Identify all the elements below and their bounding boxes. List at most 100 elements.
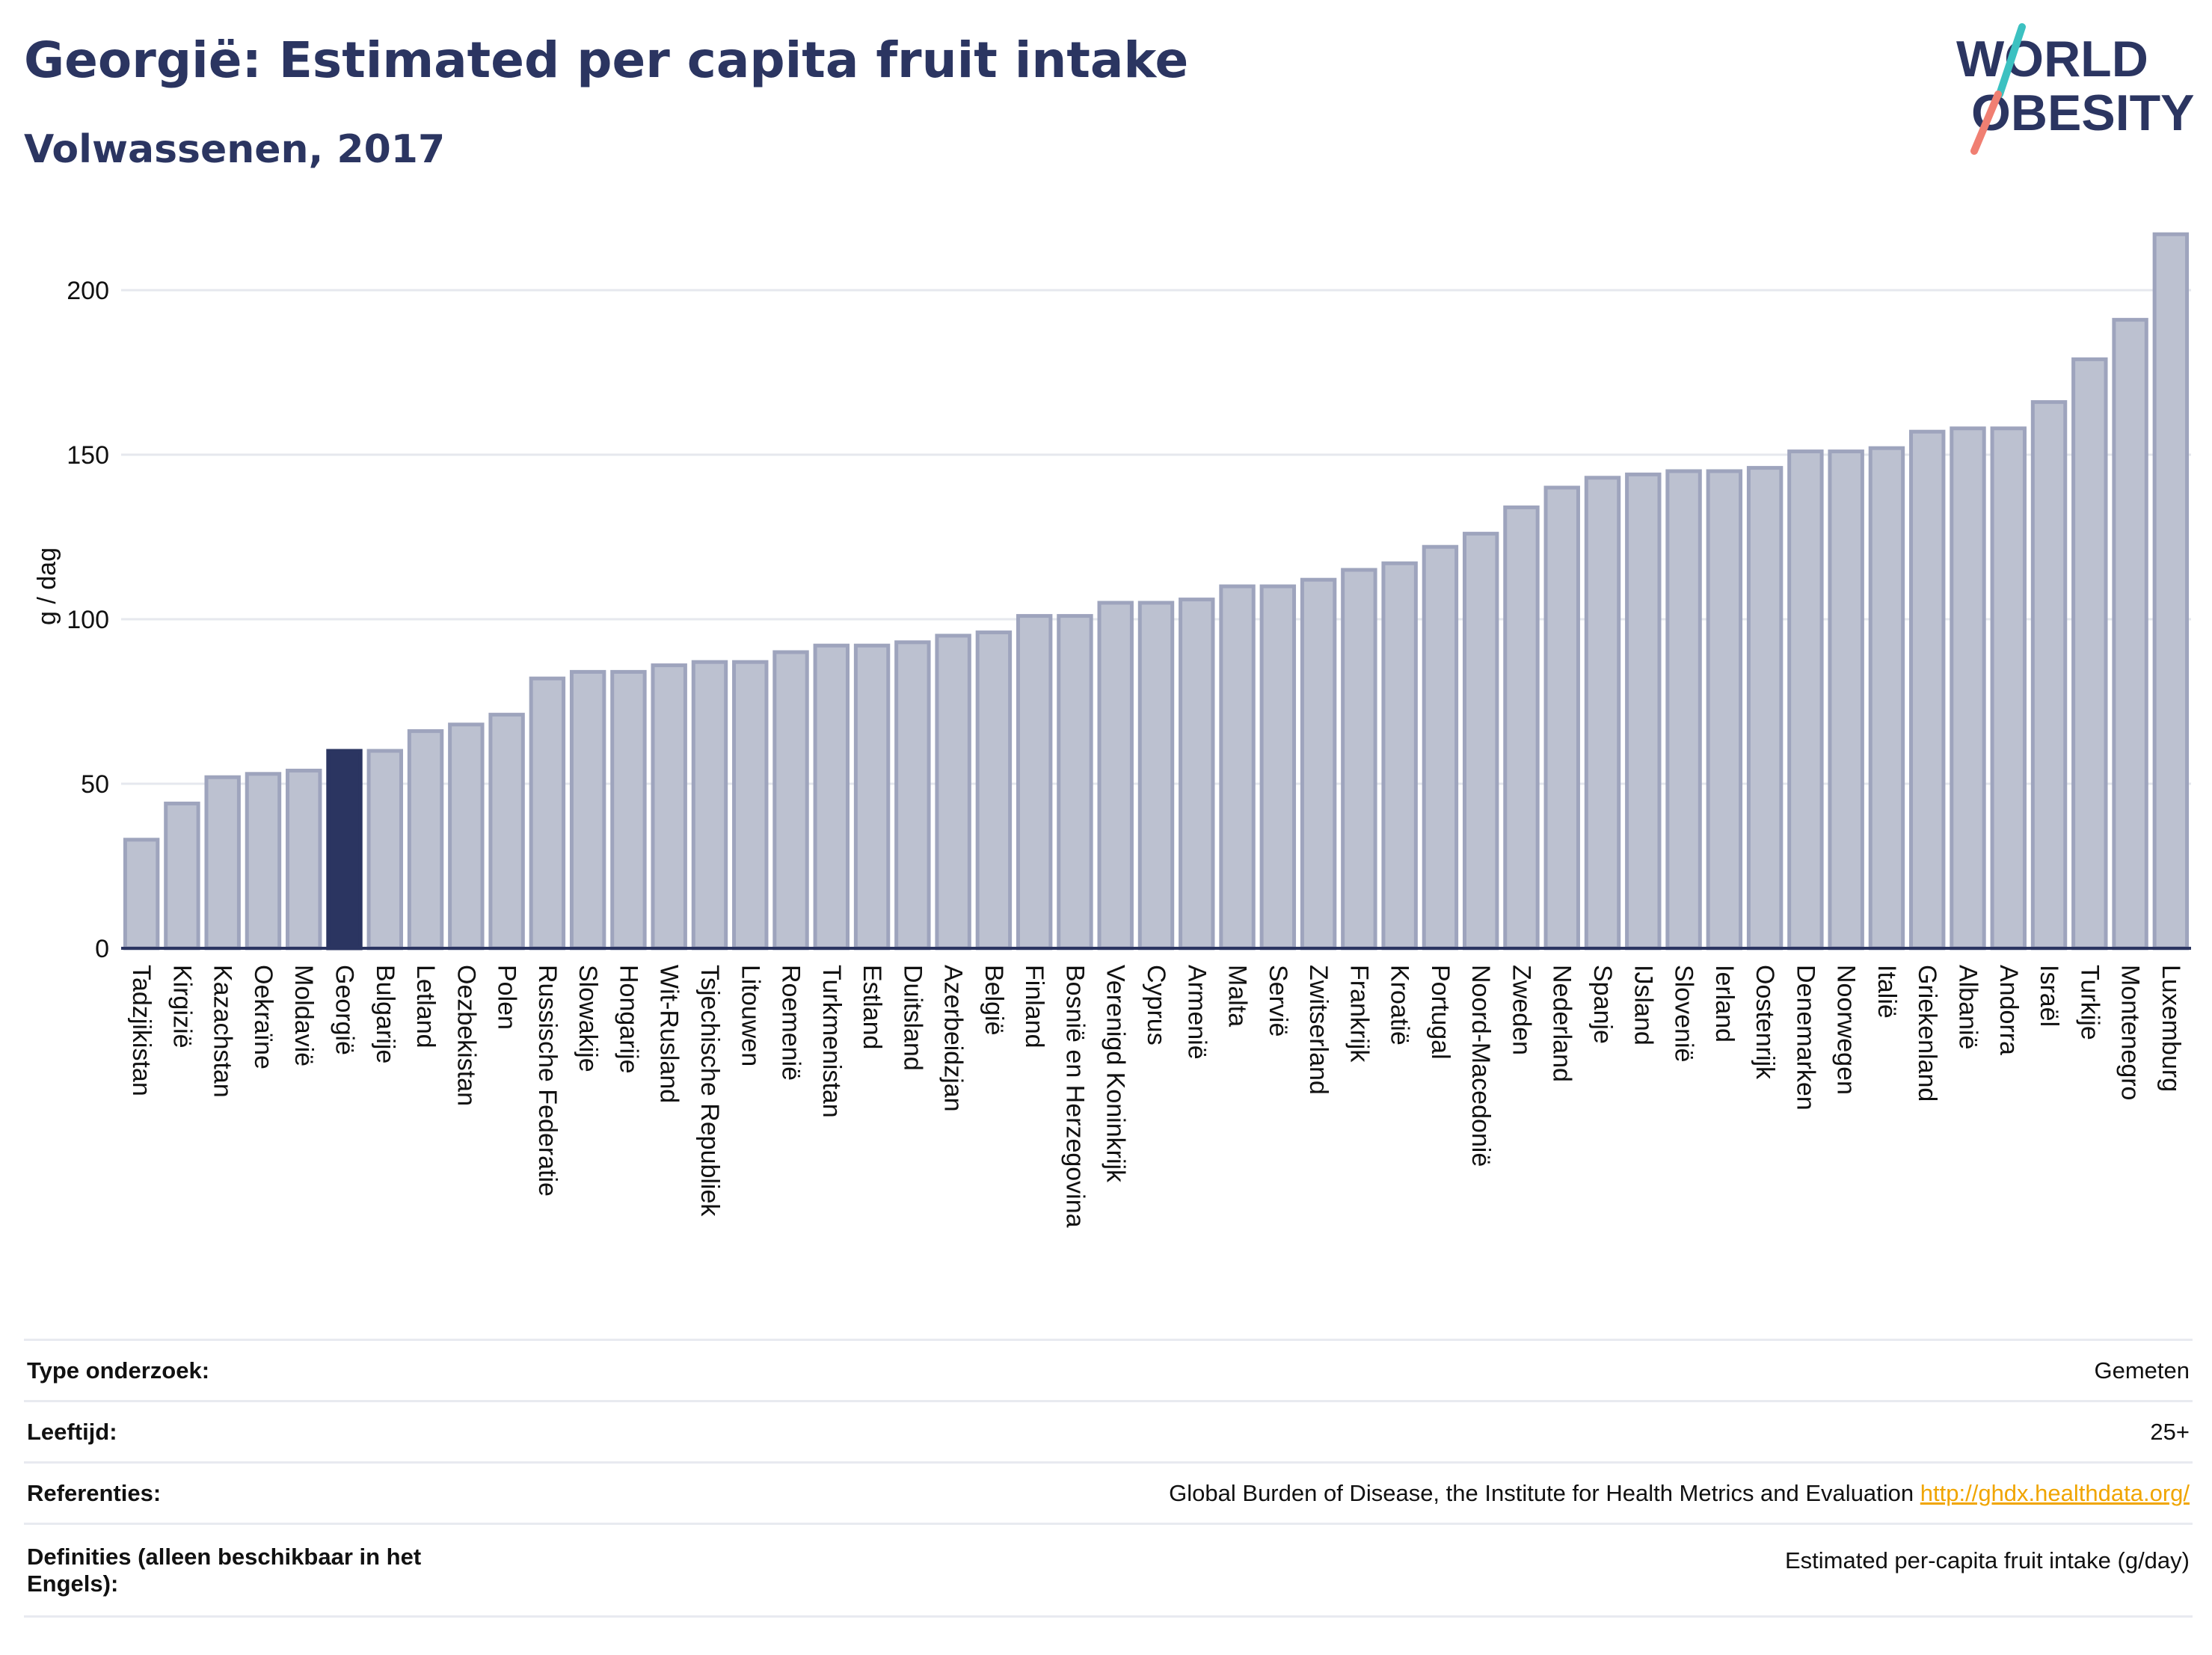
bar-polen[interactable] [488,713,525,951]
bar-litouwen[interactable] [732,660,769,951]
x-tick-label: België [980,965,1008,1036]
bar-andorra[interactable] [1990,426,2027,951]
x-tick-label: Azerbeidzjan [939,965,968,1112]
x-tick-label: Frankrijk [1345,965,1373,1063]
bar-zweden[interactable] [1503,505,1540,951]
bar-tadzjikistan[interactable] [123,838,160,951]
bar-oekra-ne[interactable] [245,772,282,951]
bar-turkmenistan[interactable] [813,643,850,951]
bar-kirgizi-[interactable] [164,801,200,951]
bar-cyprus[interactable] [1137,601,1175,951]
y-axis-label: g / dag [33,547,61,625]
chart-subtitle: Volwassenen, 2017 [24,127,446,172]
bars [123,232,2190,951]
bar-moldavi-[interactable] [286,768,322,951]
x-tick-label: Portugal [1426,965,1454,1060]
bar-belgi-[interactable] [975,630,1013,951]
logo-coral-slash [1970,90,2002,155]
x-tick-label: Bosnië en Herzegovina [1060,965,1089,1228]
x-tick-label: Tsjechische Republiek [695,965,724,1217]
bar-russische-federatie[interactable] [529,676,566,951]
x-tick-label: Duitsland [898,965,927,1071]
bar-estland[interactable] [853,643,891,951]
bar-slowakije[interactable] [569,669,606,951]
bar-itali-[interactable] [1868,446,1905,951]
x-tick-label: Polen [493,965,521,1030]
bar-malta[interactable] [1219,584,1256,951]
bar-noorwegen[interactable] [1828,449,1864,951]
x-tick-label: Oezbekistan [452,965,480,1106]
bar-bosni-en-herzegovina[interactable] [1057,614,1093,951]
x-tick-label: Luxemburg [2157,965,2185,1092]
bar-tsjechische-republiek[interactable] [691,660,728,951]
logo-word-obesity: OBESITY [1971,85,2195,141]
bar-georgi-[interactable] [326,749,363,951]
x-tick-label: Ierland [1710,965,1739,1043]
bar-griekenland[interactable] [1909,429,1946,951]
x-tick-label: Zwitserland [1304,965,1333,1095]
x-tick-label: Tadzjikistan [127,965,156,1096]
x-tick-label: Spanje [1588,965,1617,1044]
x-tick-label: Letland [411,965,440,1048]
reference-link[interactable]: http://ghdx.healthdata.org/ [1920,1479,2190,1506]
info-row-definitions: Definities (alleen beschikbaar in het En… [24,1523,2193,1618]
bar-zwitserland[interactable] [1300,577,1337,951]
x-tick-label: Hongarije [614,965,642,1074]
y-tick-label: 100 [67,606,109,634]
x-tick-label: Bulgarije [371,965,399,1063]
bar-servi-[interactable] [1259,584,1297,951]
bar-roemeni-[interactable] [772,650,809,951]
bar-portugal[interactable] [1422,544,1459,951]
bar-letland[interactable] [407,729,444,951]
info-label: Leeftijd: [24,1400,509,1463]
bar-hongarije[interactable] [610,669,647,951]
x-tick-label: Malta [1223,965,1252,1027]
x-tick-label: Oostenrijk [1751,965,1779,1080]
bar-nederland[interactable] [1543,485,1580,951]
bar-spanje[interactable] [1584,476,1621,951]
bar-ierland[interactable] [1706,469,1743,951]
info-value: Gemeten [509,1339,2193,1401]
bar-isra-l[interactable] [2030,400,2068,951]
bar-oostenrijk[interactable] [1746,466,1784,951]
x-tick-label: Kirgizië [168,965,196,1048]
x-tick-label: Slovenië [1670,965,1698,1062]
x-tick-label: Noord-Macedonië [1466,965,1495,1167]
bar-verenigd-koninkrijk[interactable] [1097,601,1134,951]
x-tick-label: Turkije [2075,965,2104,1040]
bar-wit-rusland[interactable] [651,663,687,951]
x-tick-label: Servië [1264,965,1292,1037]
bar-duitsland[interactable] [894,640,931,951]
x-tick-label: Turkmenistan [817,965,846,1118]
x-tick-label: Verenigd Koninkrijk [1102,965,1130,1183]
bar-bulgarije[interactable] [366,749,403,951]
x-tick-label: Denemarken [1791,965,1819,1111]
bar-frankrijk[interactable] [1341,568,1377,951]
y-tick-label: 0 [95,935,109,963]
x-tick-label: Nederland [1548,965,1576,1082]
x-tick-label: Roemenië [777,965,805,1081]
bar-chart: 0 50 100 150 200 Tadzjikistan Kirgizië Kazachst… [33,232,2191,1228]
bar-turkije[interactable] [2071,357,2108,951]
info-label: Definities (alleen beschikbaar in het En… [24,1523,509,1618]
bar-sloveni-[interactable] [1665,469,1702,951]
bar-albani-[interactable] [1950,426,1986,951]
x-tick-label: Armenië [1182,965,1211,1060]
bar-oezbekistan[interactable] [448,722,485,951]
y-tick-label: 150 [67,441,109,470]
bar-montenegro[interactable] [2112,318,2148,951]
bar-luxemburg[interactable] [2152,232,2190,951]
bar-denemarken[interactable] [1787,449,1824,951]
x-tick-label: Italië [1872,965,1901,1019]
y-tick-label: 200 [67,277,109,305]
bar-azerbeidzjan[interactable] [935,633,971,951]
world-obesity-logo: WORLD OBESITY [1956,23,2195,155]
bar-finland[interactable] [1016,614,1053,951]
bar-armeni-[interactable] [1179,598,1215,951]
bar-kazachstan[interactable] [204,775,241,951]
y-tick-label: 50 [81,770,109,799]
bar-ijsland[interactable] [1625,472,1662,951]
info-value: 25+ [509,1400,2193,1463]
bar-noord-macedoni-[interactable] [1462,532,1499,951]
bar-kroati-[interactable] [1381,561,1418,951]
